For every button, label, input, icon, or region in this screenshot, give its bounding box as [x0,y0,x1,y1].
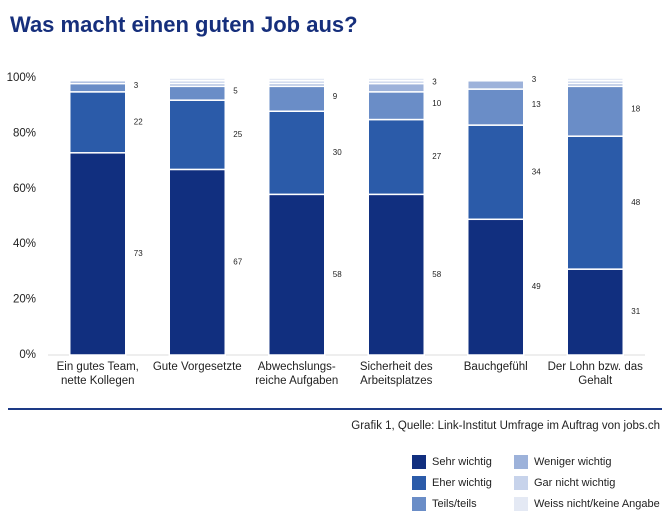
bar-segment [566,77,624,82]
legend-label: Teils/teils [432,498,477,510]
legend-label: Eher wichtig [432,477,492,489]
value-label: 30 [333,148,342,157]
value-label: 3 [532,75,537,84]
legend-label: Gar nicht wichtig [534,477,615,489]
legend-label: Sehr wichtig [432,456,492,468]
legend-swatch [514,497,528,511]
bar-segment [467,218,525,356]
value-label: 67 [233,257,242,266]
x-tick-label: Ein gutes Team, nette Kollegen [56,361,139,387]
legend-swatch [514,455,528,469]
value-label: 13 [532,100,541,109]
bar-segment [467,88,525,126]
bar-segment [367,91,425,121]
bar-segment [69,82,127,93]
value-label: 3 [432,78,437,87]
bar-segment [566,268,624,356]
bar-segment [566,85,624,137]
value-label: 48 [631,198,640,207]
bar-segment [168,99,226,171]
legend-swatch [412,455,426,469]
bar-segment [367,77,425,82]
bar-segment [168,77,226,82]
legend-swatch [514,476,528,490]
value-label: 31 [631,307,640,316]
x-tick-label: Gute Vorgesetzte [152,361,242,373]
value-label: 58 [432,270,441,279]
bar-segment [268,110,326,196]
bar-segment [367,82,425,93]
value-label: 49 [532,282,541,291]
bar-segment [467,124,525,221]
bar-segment [367,193,425,356]
x-tick-label: Sicherheit des Arbeitsplatzes [359,361,433,387]
bar-segment [168,85,226,101]
legend-swatch [412,476,426,490]
bar-segment [367,118,425,196]
bar-segment [69,152,127,356]
y-tick-label: 80% [13,127,36,139]
bar-segment [566,135,624,270]
value-label: 34 [532,167,541,176]
bar-segment [467,80,525,90]
y-tick-label: 0% [19,349,36,361]
source: Grafik 1, Quelle: Link-Institut Umfrage … [351,420,660,432]
x-tick-label: Abwechslungs-reiche Aufgaben [255,361,339,387]
x-tick-label: Bauchgefühl [463,361,528,373]
y-tick-label: 100% [7,72,36,84]
value-label: 27 [432,152,441,161]
x-tick-label: Der Lohn bzw. das Gehalt [547,361,643,387]
y-tick-label: 60% [13,183,36,195]
value-label: 5 [233,86,238,95]
value-label: 9 [333,92,338,101]
value-label: 18 [631,104,640,113]
value-label: 3 [134,81,139,90]
bar-segment [69,77,127,81]
bar-segment [168,168,226,356]
value-label: 22 [134,117,143,126]
bar-segment [69,91,127,154]
y-tick-label: 20% [13,294,36,306]
y-tick-label: 40% [13,238,36,250]
value-label: 10 [432,99,441,108]
value-label: 25 [233,130,242,139]
bar-segment [268,85,326,112]
bar-segment [268,77,326,82]
chart-title: Was macht einen guten Job aus? [10,12,358,37]
legend-swatch [412,497,426,511]
bar-segment [268,193,326,356]
value-label: 73 [134,249,143,258]
bar-segment [467,77,525,81]
legend-label: Weiss nicht/keine Angabe [534,498,660,510]
value-label: 58 [333,270,342,279]
legend-label: Weniger wichtig [534,456,611,468]
